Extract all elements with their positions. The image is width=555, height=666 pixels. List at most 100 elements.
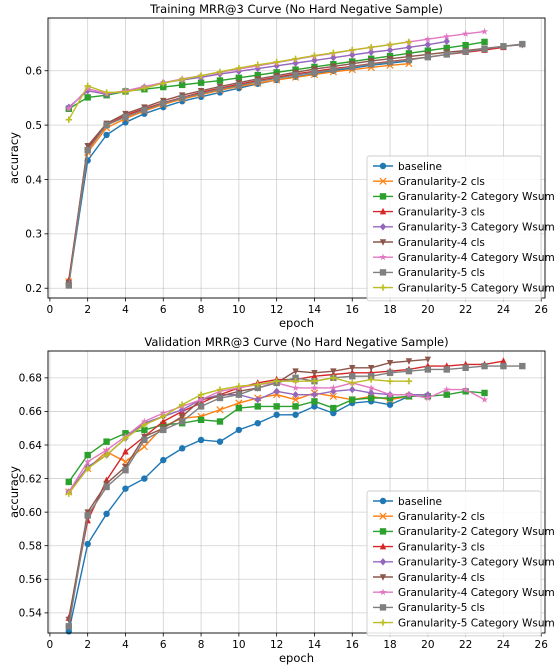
- data-point: [65, 105, 73, 112]
- data-point: [84, 512, 91, 519]
- data-point: [103, 438, 110, 445]
- data-point: [386, 46, 394, 54]
- validation-x-axis-label: epoch: [279, 651, 314, 665]
- data-point: [254, 403, 261, 410]
- data-point: [367, 389, 375, 397]
- x-tick-label: 4: [122, 304, 129, 316]
- data-point: [443, 51, 450, 58]
- data-point: [178, 445, 186, 452]
- legend-swatch-marker: [379, 284, 387, 291]
- training-chart: 0 2 4 6 8 10 12 14 16 18 20 22 24 260.20.30.40.50.6Tr…: [7, 2, 555, 330]
- legend-swatch-marker: [379, 193, 387, 200]
- data-point: [329, 384, 337, 391]
- data-point: [160, 413, 167, 420]
- data-point: [292, 71, 299, 79]
- data-point: [273, 387, 280, 395]
- data-point: [84, 540, 91, 548]
- data-point: [519, 362, 526, 370]
- legend-entry-label: Granularity-3 cls: [398, 541, 485, 553]
- training-legend: baseline Granularity-2 cls Granularity-2 C…: [366, 155, 555, 302]
- data-point: [367, 376, 375, 383]
- data-point: [424, 394, 432, 402]
- data-point: [84, 142, 91, 150]
- x-tick-label: 12: [270, 304, 283, 316]
- data-point: [405, 43, 413, 52]
- data-point: [462, 48, 469, 55]
- data-point: [443, 391, 450, 398]
- y-tick-label: 0.58: [19, 541, 42, 553]
- data-point: [140, 417, 148, 425]
- data-point: [84, 451, 91, 459]
- data-point: [311, 403, 318, 410]
- x-tick-label: 18: [383, 304, 396, 316]
- data-point: [160, 83, 167, 91]
- data-point: [329, 392, 337, 400]
- y-tick-label: 0.3: [25, 229, 42, 241]
- data-point: [141, 475, 148, 482]
- legend-swatch-marker: [379, 497, 387, 505]
- legend-swatch-marker: [379, 512, 387, 520]
- data-point: [141, 421, 148, 429]
- data-point: [273, 403, 280, 410]
- data-point: [311, 390, 318, 399]
- data-point: [386, 359, 394, 367]
- legend-swatch-marker: [379, 588, 387, 596]
- x-tick-label: 4: [122, 639, 129, 651]
- data-point: [254, 395, 261, 404]
- data-point: [197, 416, 205, 424]
- data-point: [367, 384, 375, 391]
- data-point: [462, 388, 469, 395]
- data-point: [235, 404, 243, 412]
- data-point: [178, 401, 186, 408]
- data-point: [424, 356, 432, 364]
- x-tick-label: 10: [232, 639, 245, 651]
- data-point: [311, 69, 318, 76]
- data-point: [197, 395, 205, 403]
- data-point: [273, 378, 280, 385]
- legend-swatch-marker: [379, 619, 387, 626]
- data-point: [291, 384, 300, 391]
- data-point: [216, 394, 224, 402]
- data-point: [235, 82, 243, 89]
- data-point: [122, 447, 129, 455]
- data-point: [349, 63, 356, 71]
- y-tick-label: 0.60: [19, 507, 42, 519]
- validation-chart-title: Validation MRR@3 Curve (No Hard Negative…: [144, 335, 448, 349]
- data-point: [349, 364, 356, 372]
- data-point: [330, 368, 337, 375]
- data-point: [405, 56, 413, 64]
- data-point: [405, 390, 413, 398]
- data-point: [178, 418, 186, 425]
- data-point: [254, 381, 261, 388]
- legend-swatch-marker: [379, 558, 387, 566]
- x-tick-label: 6: [160, 304, 167, 316]
- training-chart-title: Training MRR@3 Curve (No Hard Negative S…: [149, 2, 443, 16]
- data-point: [141, 84, 148, 92]
- data-point: [103, 451, 110, 459]
- x-tick-label: 24: [497, 639, 511, 651]
- data-point: [216, 68, 224, 76]
- data-point: [424, 53, 432, 61]
- legend-entry-label: Granularity-2 Category Wsum: [398, 191, 555, 203]
- data-point: [197, 72, 205, 79]
- legend-swatch-marker: [379, 253, 387, 261]
- legend-entry-label: Granularity-3 Category Wsum: [398, 222, 555, 234]
- data-point: [481, 45, 488, 53]
- data-point: [273, 75, 280, 82]
- data-point: [122, 466, 129, 474]
- data-point: [178, 81, 186, 89]
- data-point: [462, 385, 470, 393]
- legend-swatch-marker: [379, 574, 387, 581]
- data-point: [330, 49, 337, 56]
- data-point: [273, 58, 280, 66]
- data-point: [481, 389, 488, 397]
- y-tick-label: 0.54: [19, 608, 43, 620]
- y-tick-label: 0.64: [19, 440, 43, 452]
- data-point: [235, 426, 243, 434]
- data-point: [386, 390, 394, 398]
- data-point: [197, 403, 205, 410]
- data-point: [254, 78, 261, 85]
- x-tick-label: 22: [459, 304, 472, 316]
- validation-series-group: [65, 356, 526, 635]
- legend-entry-label: Granularity-3 Category Wsum: [398, 557, 555, 569]
